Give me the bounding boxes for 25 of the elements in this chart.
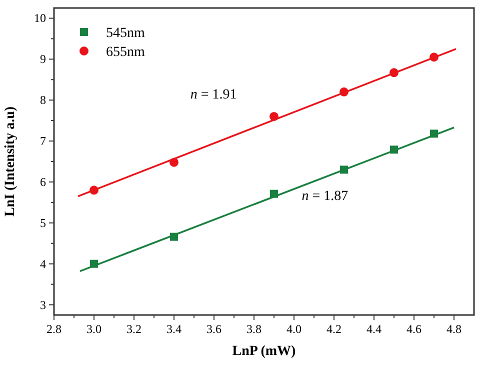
x-tick-label: 3.2: [126, 322, 142, 336]
x-tick-label: 4.8: [446, 322, 462, 336]
x-tick-label: 3.4: [166, 322, 182, 336]
x-tick-label: 3.0: [86, 322, 102, 336]
annotation: n = 1.87: [302, 188, 348, 204]
y-tick-label: 5: [40, 216, 46, 230]
y-tick-label: 8: [40, 93, 46, 108]
y-tick-label: 10: [34, 11, 46, 26]
x-tick-label: 2.8: [46, 322, 62, 336]
y-tick-label: 9: [40, 52, 46, 66]
y-tick-label: 7: [40, 134, 46, 148]
x-tick-label: 4.2: [326, 322, 342, 336]
y-tick-label: 4: [40, 256, 46, 271]
x-axis-title: LnP (mW): [232, 344, 296, 359]
y-axis-title: LnI (Intensity a.u): [3, 106, 18, 217]
x-tick-label: 4.6: [406, 322, 422, 336]
legend-label: 655nm: [106, 45, 145, 60]
y-tick-label: 3: [40, 298, 46, 312]
annotation: n = 1.91: [190, 88, 237, 103]
x-tick-label: 4.0: [286, 322, 302, 336]
y-tick-label: 6: [40, 174, 46, 189]
x-tick-label: 4.4: [366, 322, 382, 336]
legend-label: 545nm: [106, 26, 145, 41]
x-tick-label: 3.8: [246, 322, 262, 336]
x-tick-label: 3.6: [206, 322, 222, 336]
